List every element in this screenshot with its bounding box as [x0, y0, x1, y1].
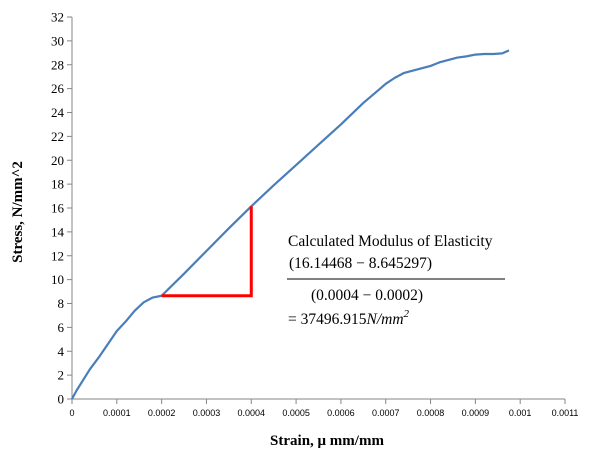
- annotation-result: = 37496.915N/mm2: [288, 308, 410, 328]
- y-tick-label: 14: [51, 224, 65, 239]
- y-tick-label: 26: [51, 81, 65, 96]
- x-tick-label: 0.0005: [282, 408, 310, 418]
- x-tick-label: 0.0008: [417, 408, 445, 418]
- y-tick-label: 8: [58, 296, 65, 311]
- y-tick-label: 20: [51, 153, 64, 168]
- y-tick-label: 32: [51, 10, 64, 25]
- y-tick-label: 10: [51, 272, 64, 287]
- y-tick-label: 18: [51, 177, 64, 192]
- x-tick-label: 0: [69, 408, 74, 418]
- x-axis-title: Strain, μ mm/mm: [270, 433, 384, 449]
- result-unit: N/mm: [366, 311, 404, 328]
- y-tick-label: 28: [51, 57, 64, 72]
- annotation-title: Calculated Modulus of Elasticity: [288, 233, 493, 250]
- x-tick-label: 0.0007: [372, 408, 400, 418]
- x-tick-label: 0.0009: [462, 408, 490, 418]
- x-tick-label: 0.0006: [327, 408, 355, 418]
- y-tick-label: 6: [58, 320, 65, 335]
- y-tick-label: 30: [51, 33, 64, 48]
- annotation-denominator: (0.0004 − 0.0002): [311, 287, 423, 304]
- x-tick-label: 0.0003: [193, 408, 221, 418]
- x-tick-label: 0.0002: [148, 408, 176, 418]
- y-tick-label: 24: [51, 105, 65, 120]
- result-exponent: 2: [404, 308, 410, 320]
- y-tick-label: 0: [58, 392, 65, 407]
- y-tick-label: 4: [58, 344, 65, 359]
- x-tick-label: 0.0001: [103, 408, 131, 418]
- x-tick-label: 0.0004: [238, 408, 266, 418]
- y-tick-label: 22: [51, 129, 64, 144]
- modulus-annotation: Calculated Modulus of Elasticity (16.144…: [287, 233, 505, 328]
- y-tick-label: 12: [51, 248, 64, 263]
- slope-triangle: [161, 206, 253, 298]
- x-axis-ticks: 0 0.0001 0.0002 0.0003 0.0004 0.0005 0.0006 0.0…: [69, 399, 578, 418]
- y-tick-label: 2: [58, 368, 65, 383]
- x-tick-label: 0.001: [509, 408, 532, 418]
- x-tick-label: 0.0011: [552, 408, 579, 418]
- annotation-numerator: (16.14468 − 8.645297): [289, 255, 432, 272]
- y-axis-title: Stress, N/mm^2: [10, 161, 26, 263]
- series-line-stress-strain: [71, 49, 510, 400]
- result-value: = 37496.915: [288, 311, 367, 328]
- y-tick-label: 16: [51, 201, 65, 216]
